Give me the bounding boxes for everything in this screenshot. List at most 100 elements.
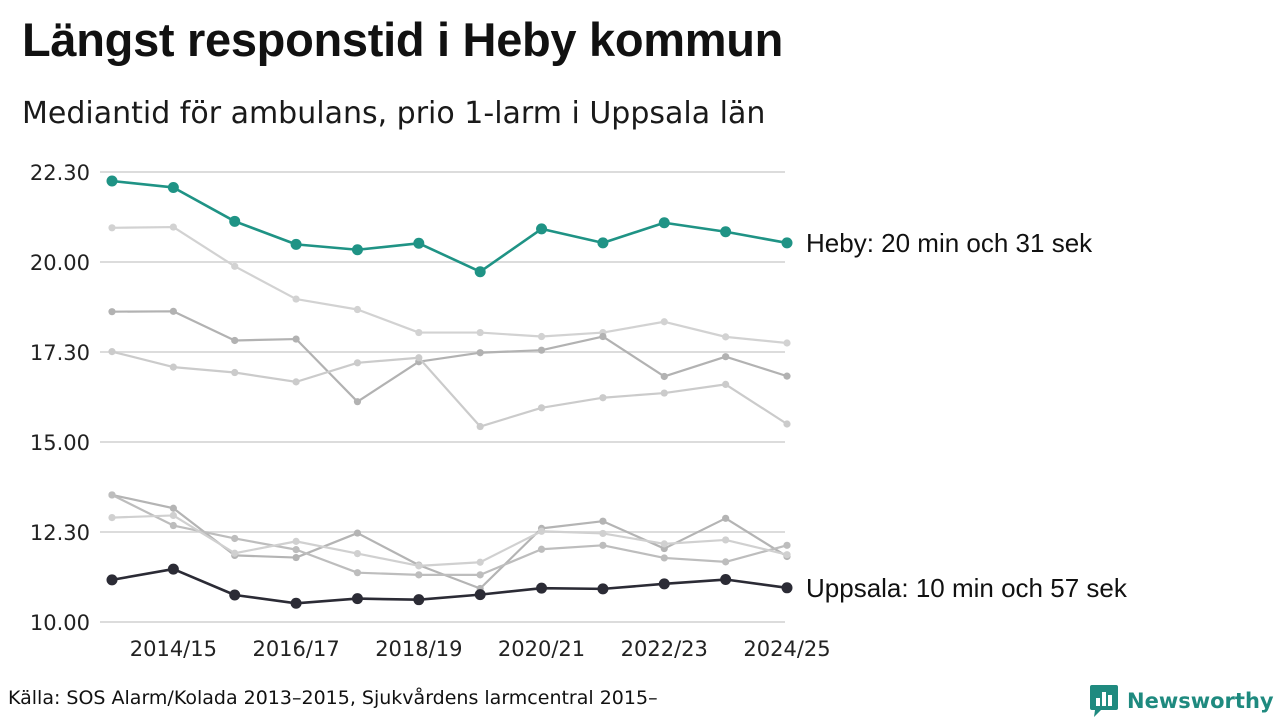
data-point [658,217,670,229]
data-point [537,527,546,535]
data-point [169,363,177,371]
series-kommun-b [108,307,791,406]
data-point [660,540,668,548]
data-point [231,549,239,557]
data-point [783,541,791,549]
data-point [292,295,300,303]
x-tick-label: 2020/21 [498,637,585,661]
y-tick-label: 12.30 [30,521,90,545]
data-point [781,582,793,594]
data-point [597,237,609,249]
data-point [415,571,423,579]
data-point [599,332,607,341]
series-line-kommun-a [111,225,788,345]
data-point [783,420,791,428]
data-point [108,491,116,499]
data-point [476,571,484,579]
series-uppsala [106,563,793,609]
data-point [722,514,730,522]
series-line-kommun-e [111,493,788,576]
data-point [292,546,300,554]
y-tick-label: 17.30 [30,341,90,365]
series-heby [106,175,793,278]
data-point [720,226,732,238]
data-point [169,307,177,315]
x-axis-ticks: 2014/15 2016/17 2018/19 2020/21 2022/23 2024/… [130,637,831,661]
data-point [660,554,668,562]
data-point [783,372,791,380]
data-point [229,215,241,227]
series-line-uppsala [111,567,788,605]
y-tick-label: 10.00 [30,611,90,635]
data-point [229,589,241,601]
data-point [536,582,548,594]
series-line-kommun-f [111,514,788,567]
data-point [353,529,362,537]
x-tick-label: 2014/15 [130,637,217,661]
series-lines [106,175,793,609]
data-point [660,318,668,326]
data-point [722,380,730,388]
data-point [231,336,239,345]
data-point [537,332,546,341]
series-kommun-e [108,491,791,579]
brand-name: Newsworthy [1127,689,1274,713]
x-tick-label: 2018/19 [375,637,462,661]
data-point [476,349,484,357]
data-point [292,378,300,386]
data-point [476,328,484,337]
data-point [599,394,607,402]
data-point [292,335,300,343]
data-point [353,550,362,558]
data-point [353,305,362,314]
data-point [722,558,730,566]
series-kommun-c [108,348,791,431]
data-point [169,223,177,231]
gridlines [100,171,785,623]
data-point [476,558,484,566]
data-point [660,372,668,381]
chart-subtitle: Mediantid för ambulans, prio 1-larm i Up… [22,96,766,131]
data-point [660,389,668,397]
data-point [231,368,239,377]
source-note: Källa: SOS Alarm/Kolada 2013–2015, Sjukv… [8,687,658,709]
data-point [353,359,362,367]
data-point [108,514,116,522]
data-point [353,569,362,577]
y-tick-label: 20.00 [30,251,90,275]
data-point [720,574,732,586]
data-point [169,504,177,512]
data-point [476,422,484,431]
data-point [108,348,116,356]
data-point [167,563,179,575]
data-point [167,181,179,193]
data-point [413,594,425,606]
data-point [415,328,423,337]
data-point [292,537,300,545]
y-tick-label: 22.30 [30,161,90,185]
data-point [599,517,607,525]
data-point [413,237,425,249]
data-point [351,593,363,605]
data-point [353,398,362,406]
data-point [231,534,239,543]
series-end-label: Heby: 20 min och 31 sek [806,228,1093,258]
data-point [231,262,239,270]
data-point [783,551,791,559]
data-point [415,562,423,570]
data-point [351,244,363,256]
data-point [599,541,607,549]
series-line-kommun-c [111,350,788,428]
data-point [599,529,607,538]
brand-logo: Newsworthy [1089,683,1274,719]
y-axis-ticks: 10.00 12.30 15.00 17.30 20.00 22.30 [30,161,90,635]
data-point [722,536,730,544]
x-tick-label: 2022/23 [621,637,708,661]
data-point [536,223,548,235]
line-chart: 10.00 12.30 15.00 17.30 20.00 22.30 2014/15 20… [30,161,1128,661]
data-point [597,583,609,595]
series-end-labels: Heby: 20 min och 31 sek Uppsala: 10 min o… [806,228,1128,603]
y-tick-label: 15.00 [30,431,90,455]
data-point [169,511,177,520]
data-point [292,553,300,562]
